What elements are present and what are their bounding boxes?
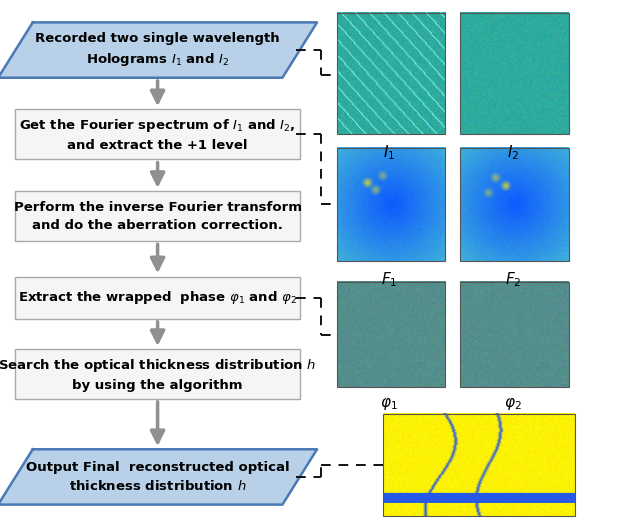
Bar: [337, 148, 445, 261]
Bar: [337, 282, 445, 387]
Bar: [460, 282, 569, 387]
Text: Search the optical thickness distribution $\mathit{h}$
by using the algorithm: Search the optical thickness distributio…: [0, 357, 316, 392]
Polygon shape: [0, 449, 317, 505]
Text: $\mathit{F}_2$: $\mathit{F}_2$: [505, 270, 521, 289]
Text: $\mathit{I}_2$: $\mathit{I}_2$: [507, 143, 519, 162]
Text: $\mathit{F}_1$: $\mathit{F}_1$: [381, 270, 397, 289]
Bar: [383, 414, 575, 516]
Bar: [15, 277, 300, 319]
Text: Recorded two single wavelength
Holograms $\mathit{I}_1$ and $\mathit{I}_2$: Recorded two single wavelength Holograms…: [35, 32, 280, 68]
Bar: [15, 349, 300, 399]
Text: Output Final  reconstructed optical
thickness distribution $\mathit{h}$: Output Final reconstructed optical thick…: [26, 461, 289, 493]
Text: $\varphi_2$: $\varphi_2$: [504, 396, 522, 412]
Bar: [460, 148, 569, 261]
Bar: [337, 13, 445, 134]
Text: Get the Fourier spectrum of $\mathit{I}_1$ and $\mathit{I}_2$,
and extract the +: Get the Fourier spectrum of $\mathit{I}_…: [19, 117, 296, 152]
Text: Perform the inverse Fourier transform
and do the aberration correction.: Perform the inverse Fourier transform an…: [14, 201, 302, 231]
Text: $\varphi_1$: $\varphi_1$: [381, 396, 398, 412]
Text: $\mathit{I}_1$: $\mathit{I}_1$: [383, 143, 396, 162]
Polygon shape: [0, 22, 317, 77]
Bar: [15, 191, 300, 241]
Bar: [460, 13, 569, 134]
Bar: [15, 110, 300, 159]
Text: Extract the wrapped  phase $\varphi_1$ and $\varphi_2$: Extract the wrapped phase $\varphi_1$ an…: [18, 289, 297, 306]
